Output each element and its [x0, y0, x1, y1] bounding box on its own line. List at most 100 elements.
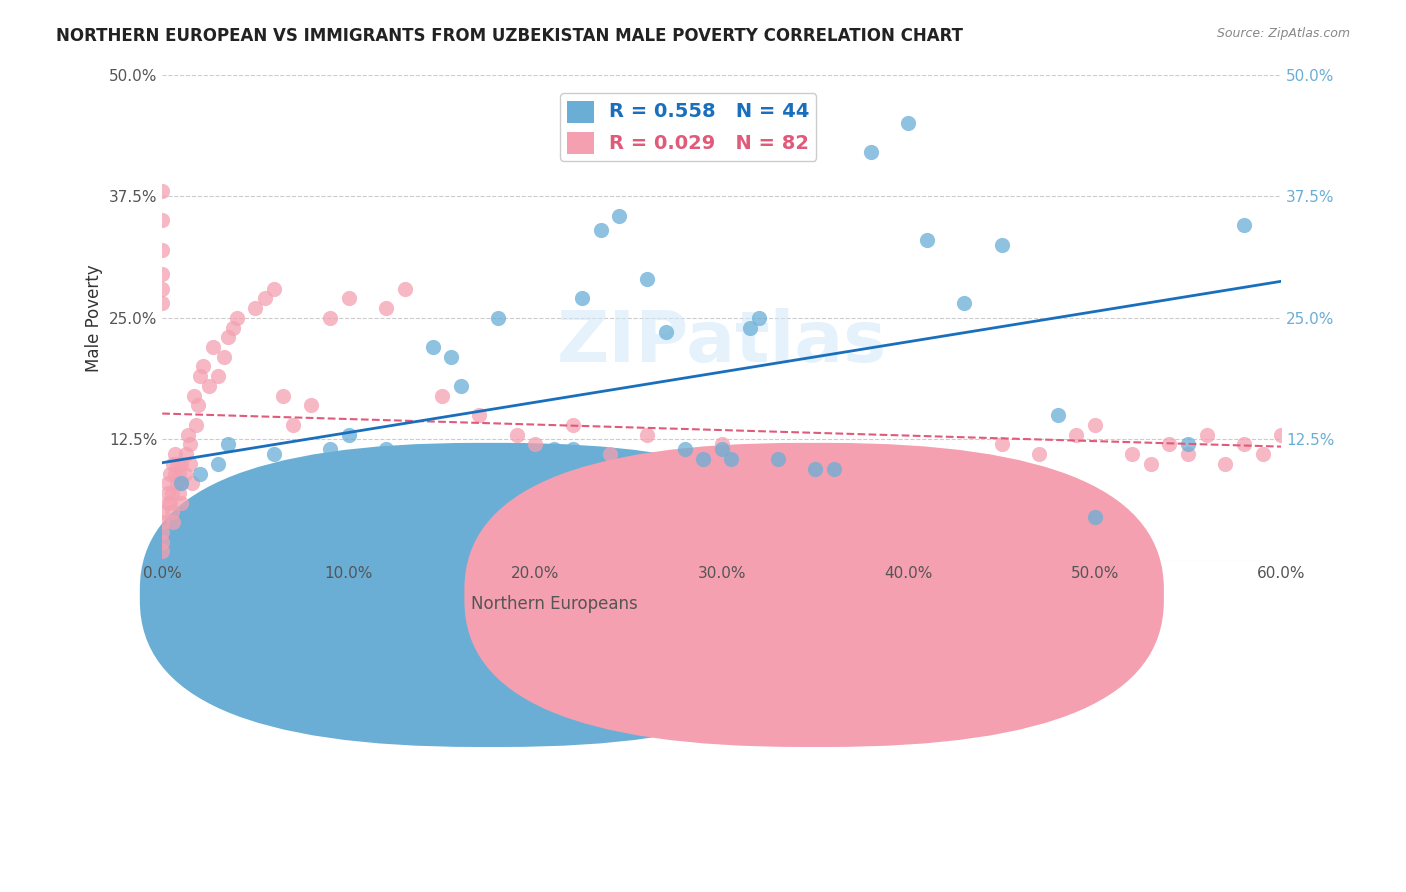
Point [710, 442, 733, 457]
Text: Source: ZipAtlas.com: Source: ZipAtlas.com [1216, 27, 1350, 40]
Point [263, 282, 285, 296]
Point [1177, 437, 1199, 451]
Point [1270, 427, 1292, 442]
Point [524, 437, 547, 451]
Point [655, 326, 678, 340]
Point [337, 427, 360, 442]
Point [636, 427, 658, 442]
Point [166, 457, 188, 471]
Point [150, 515, 173, 529]
Point [1195, 427, 1218, 442]
Point [160, 505, 183, 519]
Point [170, 496, 193, 510]
Point [150, 282, 173, 296]
Point [187, 398, 209, 412]
Text: Immigrants from Uzbekistan: Immigrants from Uzbekistan [772, 595, 1008, 613]
Point [337, 291, 360, 305]
Point [301, 398, 323, 412]
Point [1140, 457, 1163, 471]
Point [179, 457, 201, 471]
Point [561, 417, 583, 432]
Point [897, 457, 920, 471]
Point [692, 451, 714, 466]
Point [176, 447, 198, 461]
Point [188, 369, 211, 384]
Point [607, 209, 630, 223]
Point [394, 282, 416, 296]
Point [710, 437, 733, 451]
Point [468, 408, 491, 422]
Point [217, 330, 239, 344]
Point [150, 243, 173, 257]
Point [375, 301, 398, 315]
Point [748, 310, 770, 325]
Point [207, 457, 229, 471]
Point [170, 476, 193, 491]
Point [766, 451, 789, 466]
Point [159, 467, 181, 481]
Point [166, 476, 188, 491]
Point [1028, 447, 1050, 461]
Point [193, 359, 215, 374]
Point [245, 476, 267, 491]
Text: Northern Europeans: Northern Europeans [471, 595, 637, 613]
Point [162, 515, 184, 529]
Point [245, 301, 267, 315]
Point [1177, 447, 1199, 461]
Point [1121, 447, 1143, 461]
Point [179, 437, 201, 451]
Point [804, 461, 827, 475]
Point [170, 476, 193, 491]
Point [170, 457, 193, 471]
Point [953, 296, 976, 310]
Point [720, 451, 742, 466]
Point [1064, 427, 1087, 442]
Point [253, 291, 276, 305]
Point [319, 310, 342, 325]
Point [188, 467, 211, 481]
Point [212, 350, 235, 364]
Point [440, 350, 463, 364]
FancyBboxPatch shape [139, 442, 839, 747]
Y-axis label: Male Poverty: Male Poverty [86, 264, 103, 372]
Point [505, 427, 527, 442]
Point [150, 524, 173, 539]
Point [1159, 437, 1181, 451]
Point [281, 467, 304, 481]
Point [636, 272, 658, 286]
Point [860, 145, 883, 160]
Point [599, 447, 621, 461]
Point [150, 505, 173, 519]
Point [150, 296, 173, 310]
Point [450, 379, 472, 393]
Point [198, 379, 221, 393]
Point [281, 417, 304, 432]
Point [1233, 437, 1256, 451]
Point [177, 427, 200, 442]
Point [156, 476, 179, 491]
Point [394, 476, 416, 491]
Point [571, 291, 593, 305]
Point [804, 447, 827, 461]
Point [181, 476, 204, 491]
Point [356, 457, 378, 471]
Point [543, 442, 565, 457]
Point [222, 320, 245, 334]
Point [156, 496, 179, 510]
Point [1084, 510, 1107, 524]
Point [897, 116, 920, 130]
Point [165, 467, 187, 481]
Point [486, 310, 509, 325]
Point [1233, 219, 1256, 233]
Point [524, 451, 547, 466]
Point [217, 437, 239, 451]
Point [173, 467, 195, 481]
Point [167, 467, 190, 481]
Point [589, 223, 612, 237]
Point [748, 467, 770, 481]
Point [561, 442, 583, 457]
Point [165, 447, 187, 461]
Point [1084, 417, 1107, 432]
Point [301, 491, 323, 505]
Point [430, 389, 453, 403]
